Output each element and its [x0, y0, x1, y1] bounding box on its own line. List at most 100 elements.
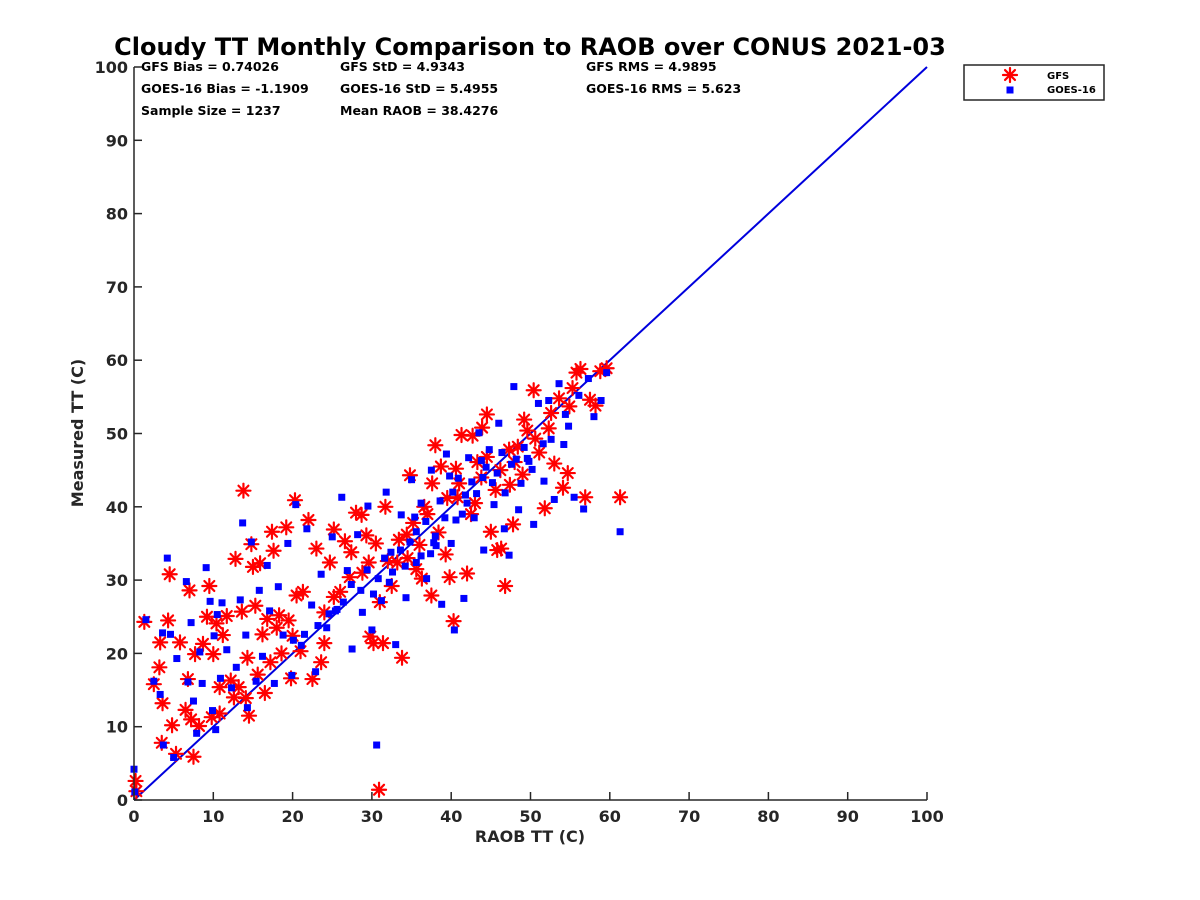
goes16-point — [570, 493, 578, 501]
goes16-point — [173, 655, 181, 663]
gfs-point — [227, 550, 244, 567]
x-axis-label: RAOB TT (C) — [475, 827, 585, 846]
goes16-point — [597, 397, 605, 405]
goes16-point — [187, 619, 195, 627]
gfs-point — [235, 482, 252, 499]
goes16-point — [431, 532, 439, 540]
goes16-point — [475, 429, 483, 437]
y-tick-label: 100 — [95, 58, 128, 77]
legend-goes16-label: GOES-16 — [1047, 85, 1096, 96]
goes16-point — [442, 450, 450, 458]
goes16-point — [184, 678, 192, 686]
gfs-point — [437, 546, 454, 563]
goes16-point — [479, 473, 487, 481]
goes16-point — [338, 493, 346, 501]
goes16-point — [312, 668, 320, 676]
goes16-point — [159, 741, 167, 749]
gfs-point — [432, 458, 449, 475]
x-tick-label: 0 — [128, 807, 139, 826]
goes16-point — [547, 435, 555, 443]
gfs-point — [546, 455, 563, 472]
goes16-point — [284, 539, 292, 547]
goes16-point — [396, 546, 404, 554]
goes16-point — [292, 501, 300, 509]
goes16-point — [408, 476, 416, 484]
gfs-point — [218, 607, 235, 625]
goes16-point — [382, 488, 390, 496]
gfs-point — [516, 411, 533, 428]
x-tick-label: 60 — [599, 807, 621, 826]
plot-area — [127, 66, 928, 801]
gfs-point — [447, 460, 465, 477]
goes16-point — [397, 511, 405, 519]
gfs-point — [280, 612, 297, 629]
gfs-point — [308, 540, 325, 557]
gfs-point — [233, 603, 250, 620]
stat-goes16-rms: GOES-16 RMS = 5.623 — [586, 81, 741, 96]
goes16-point — [417, 552, 425, 560]
goes16-point — [209, 707, 217, 715]
goes16-point — [539, 440, 547, 448]
gfs-point — [161, 566, 178, 583]
goes16-point — [131, 788, 139, 796]
goes16-point — [438, 600, 446, 608]
goes16-point — [463, 499, 471, 507]
goes16-point — [368, 626, 376, 634]
goes16-point — [412, 528, 420, 536]
y-tick-label: 70 — [106, 278, 128, 297]
gfs-point — [294, 583, 312, 600]
x-tick-label: 50 — [519, 807, 541, 826]
legend-goes16-marker — [1006, 86, 1014, 94]
legend-gfs-asterisk — [1001, 66, 1019, 84]
goes16-point — [412, 559, 420, 567]
goes16-point — [450, 626, 458, 634]
goes16-point — [369, 590, 377, 598]
goes16-point — [495, 419, 503, 427]
goes16-point — [580, 505, 588, 513]
axes: 0 10 20 30 40 50 60 70 80 90 100 0 10 20 30 40 50 60 70 80 9… — [95, 58, 944, 826]
goes16-point — [423, 575, 431, 583]
gfs-point — [205, 646, 222, 663]
gfs-point — [358, 527, 375, 544]
goes16-point — [142, 616, 150, 624]
gfs-point — [185, 748, 202, 765]
goes16-point — [218, 599, 226, 607]
goes16-point — [374, 575, 382, 583]
goes16-point — [490, 501, 498, 509]
goes16-point — [236, 596, 244, 604]
goes16-point — [266, 607, 274, 615]
goes16-point — [247, 538, 255, 546]
goes16-point — [402, 594, 410, 602]
goes16-point — [314, 622, 322, 630]
gfs-point — [313, 654, 330, 671]
gfs-point — [353, 506, 370, 523]
gfs-point — [240, 707, 258, 724]
goes16-point — [458, 510, 466, 518]
goes16-point — [411, 513, 419, 521]
goes16-point — [252, 677, 260, 685]
gfs-point — [531, 444, 548, 461]
x-tick-label: 90 — [837, 807, 859, 826]
goes16-point — [505, 551, 513, 559]
legend-goes16-square — [1006, 86, 1014, 94]
goes16-point — [468, 478, 476, 486]
gfs-point — [561, 398, 578, 415]
goes16-point — [202, 564, 210, 572]
gfs-point — [151, 659, 168, 676]
goes16-point — [452, 516, 460, 524]
gfs-point — [163, 717, 181, 734]
gfs-point — [536, 500, 553, 517]
y-tick-label: 60 — [106, 351, 128, 370]
gfs-point — [453, 426, 470, 444]
goes16-point — [520, 443, 528, 451]
goes16-point — [575, 391, 583, 399]
gfs-point — [393, 649, 411, 666]
goes16-point — [465, 454, 473, 462]
gfs-point — [411, 536, 428, 554]
goes16-point — [523, 454, 531, 462]
gfs-point — [181, 582, 198, 599]
goes16-point — [308, 601, 316, 609]
goes16-point — [470, 514, 478, 522]
goes16-point — [258, 652, 266, 660]
goes16-point — [584, 375, 592, 383]
